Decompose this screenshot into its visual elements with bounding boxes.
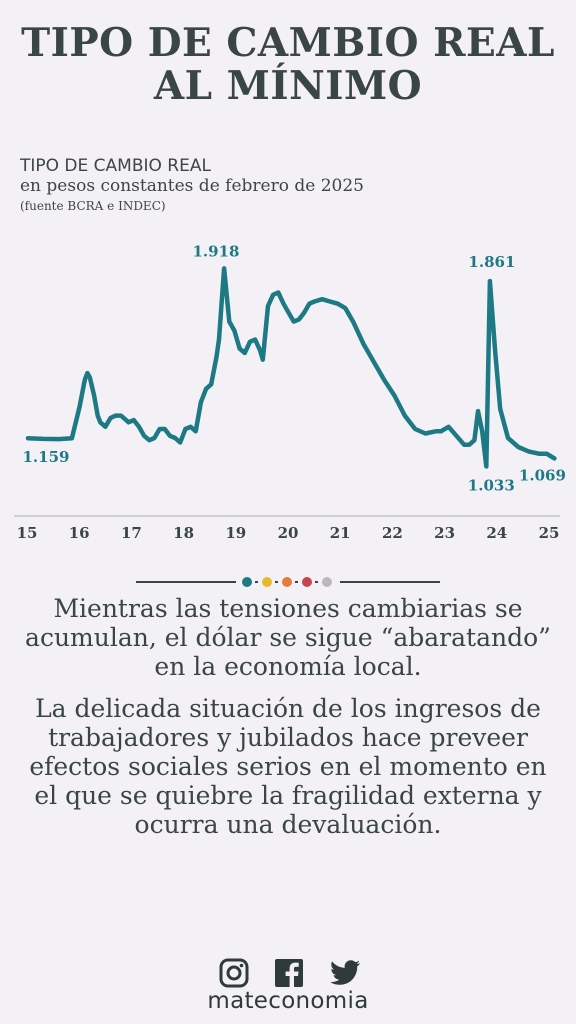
divider-dot-orange — [282, 577, 292, 587]
chart-source: (fuente BCRA e INDEC) — [20, 199, 166, 213]
exchange-rate-chart: 15 16 17 18 19 20 21 22 23 24 25 1.159 1.918 1.861 1.0… — [14, 242, 566, 542]
divider-sep — [295, 581, 298, 583]
title-line-2: AL MÍNIMO — [153, 63, 423, 109]
social-footer: mateconomia — [0, 954, 576, 1024]
x-tick-label: 25 — [539, 524, 560, 542]
x-tick-label: 21 — [330, 524, 351, 542]
data-label: 1.861 — [468, 253, 515, 271]
x-tick-label: 20 — [278, 524, 299, 542]
data-label: 1.033 — [468, 476, 515, 494]
paragraph-2: La delicada situación de los ingresos de… — [29, 694, 547, 839]
x-tick-label: 18 — [173, 524, 194, 542]
series-line — [25, 266, 557, 469]
page-title: TIPO DE CAMBIO REAL AL MÍNIMO — [0, 22, 576, 108]
divider-sep — [315, 581, 318, 583]
chart-units: en pesos constantes de febrero de 2025 — [20, 176, 364, 196]
x-tick-label: 22 — [382, 524, 403, 542]
x-tick-label: 15 — [17, 524, 38, 542]
x-tick-label: 19 — [225, 524, 246, 542]
data-label: 1.159 — [23, 448, 70, 466]
divider-sep — [255, 581, 258, 583]
title-line-1: TIPO DE CAMBIO REAL — [21, 20, 555, 66]
data-label: 1.069 — [519, 466, 566, 484]
brand-name: mateconomia — [207, 988, 369, 1014]
paragraph-1: Mientras las tensiones cambiarias se acu… — [25, 594, 551, 681]
facebook-icon[interactable] — [274, 958, 304, 988]
divider-dot-gray — [322, 577, 332, 587]
color-divider — [136, 574, 440, 590]
data-label: 1.918 — [193, 242, 240, 260]
divider-line-left — [136, 581, 236, 583]
x-tick-label: 16 — [69, 524, 90, 542]
divider-dot-teal — [242, 577, 252, 587]
divider-line-right — [340, 581, 440, 583]
x-tick-label: 24 — [486, 524, 507, 542]
chart-subtitle: TIPO DE CAMBIO REAL en pesos constantes … — [20, 156, 540, 215]
twitter-icon[interactable] — [328, 958, 362, 988]
chart-title: TIPO DE CAMBIO REAL — [20, 156, 211, 176]
divider-dot-yellow — [262, 577, 272, 587]
x-tick-label: 17 — [121, 524, 142, 542]
x-tick-label: 23 — [434, 524, 455, 542]
instagram-icon[interactable] — [219, 958, 249, 988]
social-icons — [216, 958, 366, 990]
divider-dot-red — [302, 577, 312, 587]
divider-sep — [275, 581, 278, 583]
